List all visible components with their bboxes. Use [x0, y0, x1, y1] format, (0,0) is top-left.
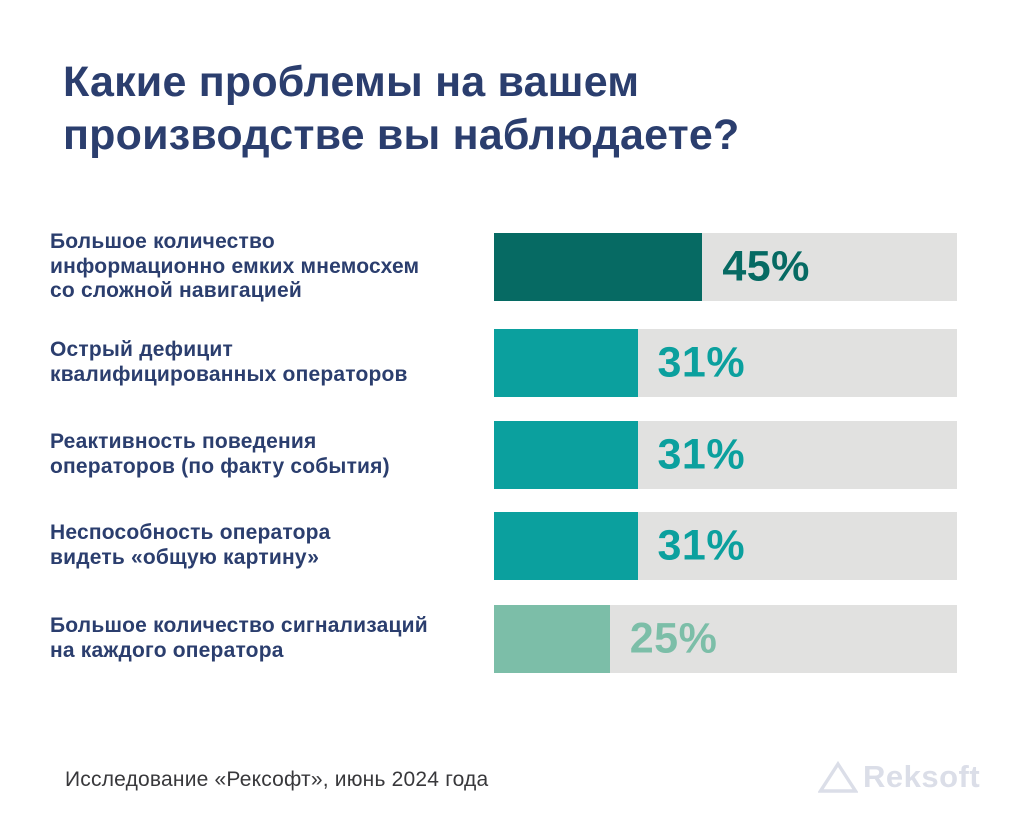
bar-fill [494, 329, 638, 397]
bar-value-label: 31% [657, 338, 746, 387]
chart-row: Острый дефицит квалифицированных оператор… [0, 329, 1024, 397]
triangle-logo-icon [818, 760, 858, 793]
bar-label: Реактивность поведения операторов (по фак… [50, 421, 485, 489]
chart-title-line-1: Какие проблемы на вашем [63, 58, 640, 106]
logo-wordmark: Reksoft [863, 759, 981, 794]
bar-label: Неспособность оператора видеть «общую кар… [50, 512, 485, 580]
bar-label-line: Большое количество сигнализаций [50, 614, 428, 638]
bar-fill [494, 512, 638, 580]
bar-track: 25% [494, 605, 957, 673]
bar-label-line: Неспособность оператора [50, 521, 331, 545]
bar-value-label: 31% [657, 430, 746, 479]
bar-fill [494, 421, 638, 489]
bar-fill [494, 233, 703, 301]
bar-track: 31% [494, 512, 957, 580]
bar-label: Большое количество сигнализаций на каждог… [50, 605, 485, 673]
bar-value-label: 45% [722, 242, 810, 291]
chart-title-line-2: производстве вы наблюдаете? [63, 110, 740, 159]
reksoft-logo: Reksoft [818, 759, 980, 795]
bar-track: 31% [494, 329, 957, 397]
bar-value-label: 25% [629, 614, 718, 663]
chart-title: Какие проблемы на вашем производстве вы … [63, 56, 739, 162]
bar-label: Острый дефицит квалифицированных оператор… [50, 329, 485, 397]
bar-track: 45% [494, 233, 957, 301]
bar-label-line: Большое количество [50, 229, 275, 253]
bar-track: 31% [494, 421, 957, 489]
bar-label-line: Острый дефицит [50, 338, 234, 362]
bar-label-line: видеть «общую картину» [50, 546, 320, 569]
chart-row: Большое количество информационно емких мн… [0, 229, 1024, 303]
chart-row: Реактивность поведения операторов (по фак… [0, 421, 1024, 489]
bar-label-line: Реактивность поведения [50, 430, 317, 454]
bar-value-label: 31% [657, 521, 746, 570]
chart-row: Неспособность оператора видеть «общую кар… [0, 512, 1024, 580]
bar-label-line: информационно емких мнемосхем [50, 254, 420, 278]
source-note: Исследование «Рексофт», июнь 2024 года [65, 768, 489, 791]
bar-label-line: операторов (по факту события) [50, 455, 390, 478]
bar-label-line: квалифицированных операторов [50, 363, 408, 386]
bar-label: Большое количество информационно емких мн… [50, 229, 485, 303]
bar-label-line: на каждого оператора [50, 639, 284, 662]
bar-label-line: со сложной навигацией [50, 279, 302, 303]
bar-fill [494, 605, 610, 673]
chart-row: Большое количество сигнализаций на каждог… [0, 605, 1024, 673]
